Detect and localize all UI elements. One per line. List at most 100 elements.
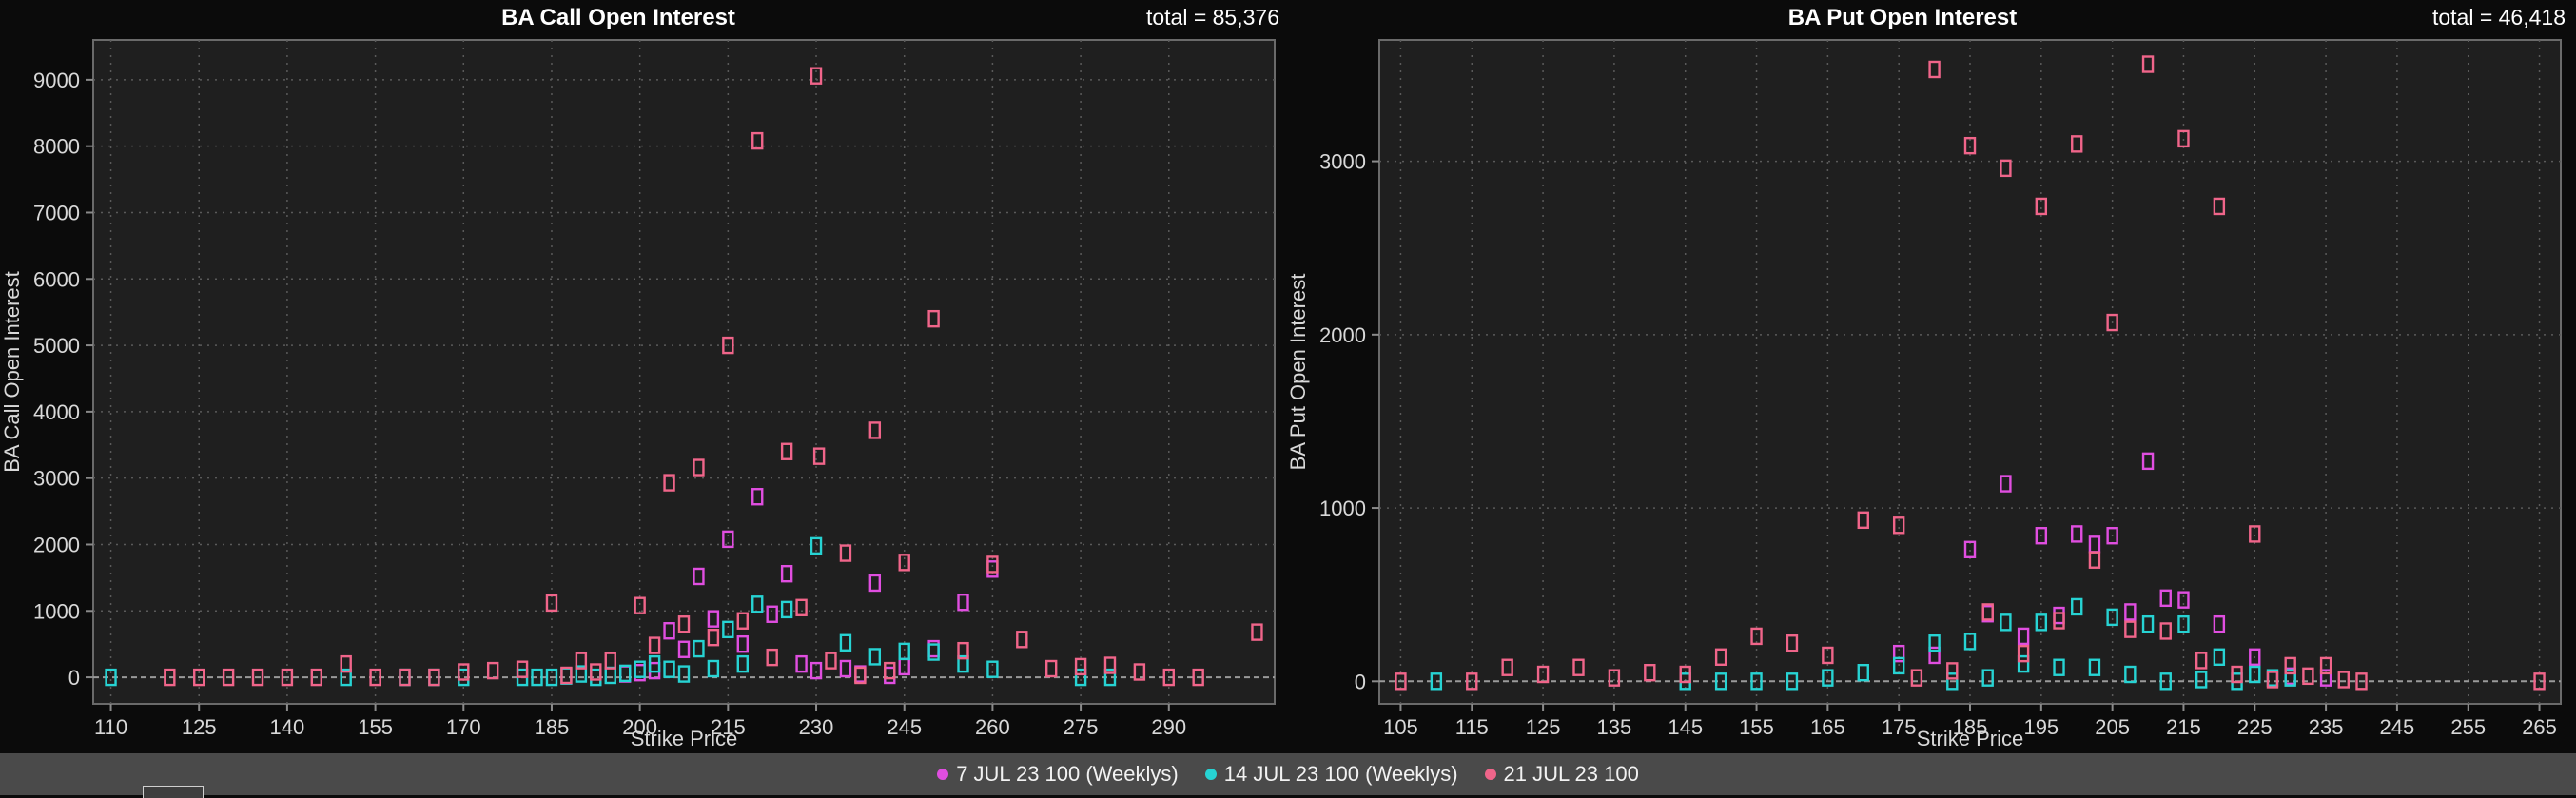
call-x-tick-label: 230 bbox=[799, 715, 834, 739]
put-plot-area bbox=[1378, 39, 2562, 705]
call-data-point bbox=[281, 668, 294, 687]
call-data-point bbox=[722, 620, 734, 639]
call-data-point bbox=[766, 605, 778, 623]
call-data-point bbox=[986, 555, 999, 574]
call-data-point bbox=[1016, 631, 1028, 649]
put-x-tick-label: 235 bbox=[2309, 715, 2344, 739]
put-data-point bbox=[1536, 665, 1550, 684]
put-data-point bbox=[2035, 527, 2048, 545]
call-data-point bbox=[868, 648, 882, 666]
put-data-point bbox=[2088, 658, 2101, 676]
put-data-point bbox=[1608, 669, 1621, 687]
call-data-point bbox=[340, 668, 352, 687]
call-data-point bbox=[722, 336, 734, 355]
call-data-point bbox=[1192, 668, 1204, 687]
call-y-tick-label: 7000 bbox=[33, 201, 80, 224]
call-data-point bbox=[736, 634, 749, 653]
call-data-point bbox=[663, 660, 675, 678]
put-data-point bbox=[2177, 614, 2190, 633]
call-data-point bbox=[868, 574, 882, 593]
call-data-point bbox=[222, 668, 235, 687]
legend: 7 JUL 23 100 (Weeklys) 14 JUL 23 100 (We… bbox=[0, 753, 2576, 795]
put-data-point bbox=[2213, 614, 2226, 633]
call-plot-area bbox=[92, 39, 1276, 705]
call-data-point bbox=[590, 663, 602, 681]
call-data-point bbox=[677, 615, 691, 633]
call-data-point bbox=[780, 564, 793, 583]
call-data-point bbox=[736, 654, 749, 673]
call-data-point bbox=[1103, 656, 1117, 674]
legend-item-14jul[interactable]: 14 JUL 23 100 (Weeklys) bbox=[1204, 762, 1458, 787]
put-data-point bbox=[2159, 589, 2172, 608]
put-data-point bbox=[1928, 634, 1941, 652]
put-data-point bbox=[2124, 603, 2137, 621]
call-data-point bbox=[251, 668, 264, 687]
charts-area: 110 125 140 155 170 185 200 215 230 245 260 275 290 0… bbox=[0, 5, 2566, 749]
call-total-label: total = 85,376 bbox=[1146, 5, 1279, 29]
put-data-point bbox=[2249, 665, 2261, 684]
call-x-tick-label: 275 bbox=[1064, 715, 1099, 739]
call-data-point bbox=[707, 610, 720, 628]
put-y-tick-label: 2000 bbox=[1319, 323, 1366, 347]
put-data-point bbox=[2106, 313, 2118, 332]
call-x-tick-label: 260 bbox=[975, 715, 1010, 739]
put-data-point bbox=[1786, 672, 1799, 691]
call-data-point bbox=[545, 668, 558, 687]
legend-marker-21jul-icon bbox=[1484, 769, 1496, 780]
call-data-point bbox=[648, 654, 661, 673]
call-x-tick-label: 140 bbox=[270, 715, 305, 739]
call-data-point bbox=[898, 554, 910, 572]
call-data-point bbox=[707, 629, 720, 647]
put-data-point bbox=[2284, 669, 2296, 687]
put-x-tick-label: 105 bbox=[1383, 715, 1418, 739]
window-corner-box bbox=[143, 786, 204, 798]
put-data-point bbox=[2159, 672, 2172, 691]
put-data-point bbox=[2249, 648, 2261, 666]
call-data-point bbox=[854, 666, 867, 685]
put-data-point bbox=[1714, 648, 1727, 666]
put-data-point bbox=[2302, 667, 2314, 686]
call-data-point bbox=[105, 668, 117, 687]
put-data-point bbox=[2106, 608, 2118, 627]
put-data-point bbox=[2141, 614, 2155, 633]
legend-label-14jul: 14 JUL 23 100 (Weeklys) bbox=[1223, 762, 1458, 786]
put-data-point bbox=[2017, 654, 2030, 673]
put-total-label: total = 46,418 bbox=[2432, 5, 2566, 29]
put-data-point bbox=[2319, 656, 2332, 675]
put-y-tick-label: 0 bbox=[1355, 670, 1366, 693]
call-data-point bbox=[736, 612, 749, 630]
call-data-point bbox=[812, 447, 826, 465]
call-data-point bbox=[707, 659, 720, 678]
put-data-point bbox=[2071, 135, 2083, 153]
put-series-1 bbox=[1430, 597, 2296, 691]
legend-marker-14jul-icon bbox=[1204, 769, 1217, 780]
put-data-point bbox=[1892, 516, 1905, 535]
call-data-point bbox=[810, 67, 823, 85]
put-x-axis-label: Strike Price bbox=[1917, 727, 2023, 749]
call-data-point bbox=[693, 639, 705, 658]
put-x-tick-label: 135 bbox=[1597, 715, 1632, 739]
call-y-tick-label: 3000 bbox=[33, 467, 80, 491]
call-data-point bbox=[957, 654, 969, 673]
put-data-point bbox=[2177, 129, 2190, 148]
call-series-2 bbox=[164, 67, 1263, 687]
call-data-point bbox=[810, 536, 823, 555]
call-data-point bbox=[795, 598, 808, 616]
put-data-point bbox=[1946, 662, 1959, 680]
legend-item-21jul[interactable]: 21 JUL 23 100 bbox=[1484, 762, 1639, 787]
put-data-point bbox=[1395, 672, 1407, 691]
call-data-point bbox=[604, 652, 616, 670]
call-data-point bbox=[428, 668, 440, 687]
call-y-tick-label: 6000 bbox=[33, 267, 80, 291]
put-data-point bbox=[2533, 672, 2546, 691]
put-data-point bbox=[2124, 620, 2137, 638]
call-y-tick-label: 0 bbox=[68, 666, 80, 690]
put-data-point bbox=[2213, 197, 2226, 216]
call-y-tick-label: 9000 bbox=[33, 68, 80, 92]
put-data-point bbox=[2000, 475, 2012, 493]
put-data-point bbox=[2231, 665, 2243, 684]
call-data-point bbox=[1074, 668, 1087, 687]
put-x-tick-label: 165 bbox=[1810, 715, 1845, 739]
call-data-point bbox=[164, 668, 176, 687]
legend-item-7jul[interactable]: 7 JUL 23 100 (Weeklys) bbox=[937, 762, 1179, 787]
